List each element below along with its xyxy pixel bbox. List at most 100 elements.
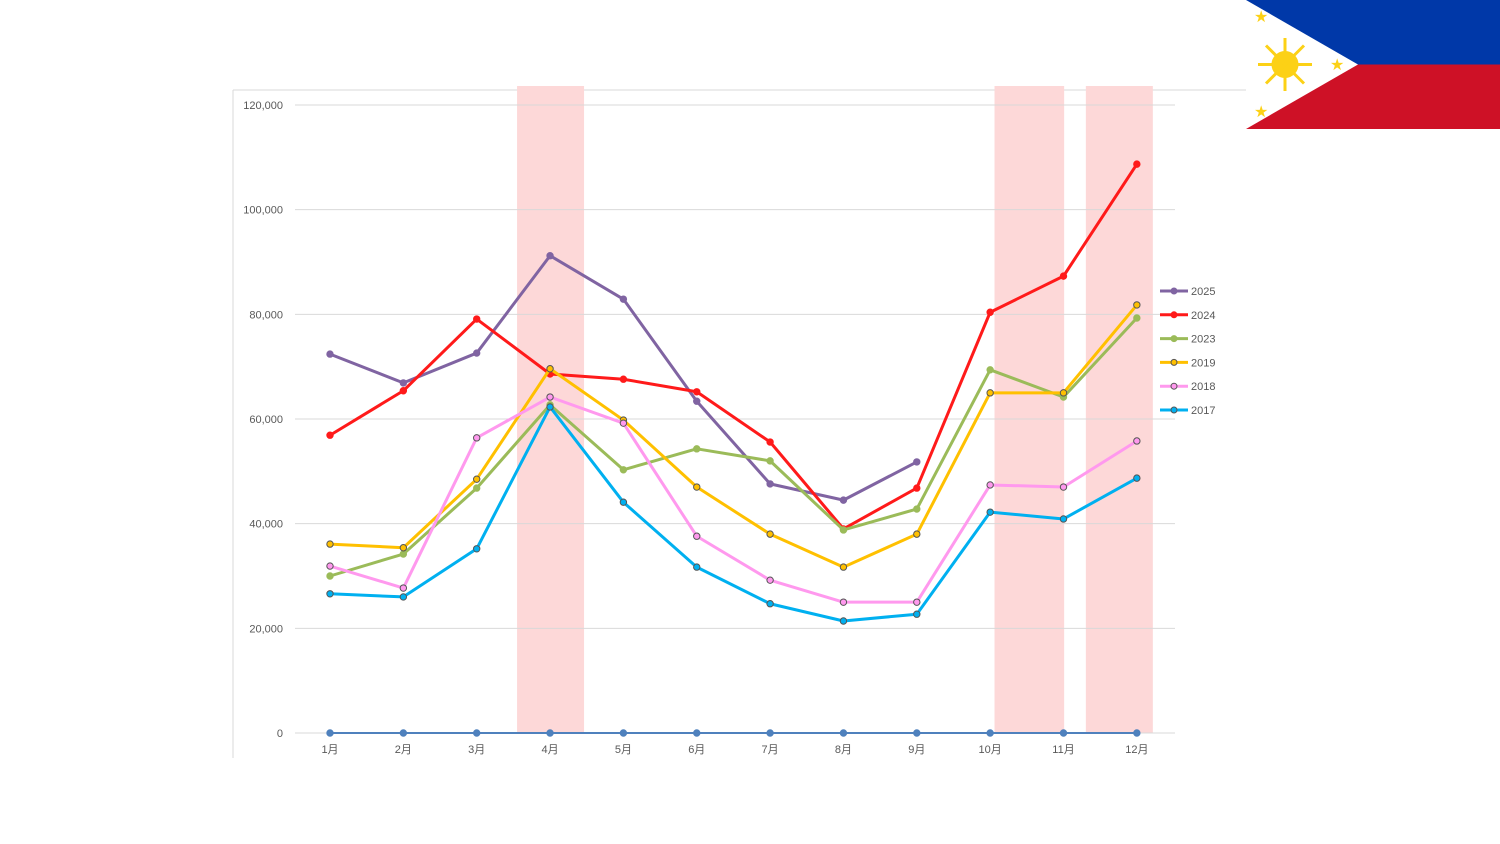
philippines-flag-icon: ★ ★ ★: [1246, 0, 1500, 129]
data-point-2019: [399, 544, 408, 552]
legend-marker-2024: [1170, 311, 1178, 319]
data-point-2024: [399, 387, 408, 395]
x-tick-label: 9月: [908, 744, 925, 756]
data-point-2019: [693, 483, 701, 491]
data-point-2017: [1059, 515, 1068, 523]
data-point-baseline: [473, 729, 481, 737]
data-point-baseline: [399, 729, 408, 737]
legend-marker-2019: [1170, 358, 1178, 366]
legend-label-2023: 2023: [1191, 334, 1215, 346]
legend-label-2024: 2024: [1191, 310, 1215, 322]
data-point-2019: [473, 475, 481, 483]
data-point-2018: [326, 562, 334, 570]
data-point-2024: [986, 308, 994, 316]
data-point-2019: [986, 389, 994, 397]
data-point-2017: [619, 498, 628, 506]
data-point-2024: [1059, 272, 1068, 280]
y-tick-label: 40,000: [249, 519, 283, 531]
svg-text:★: ★: [1254, 9, 1268, 26]
x-tick-label: 7月: [762, 744, 779, 756]
x-tick-label: 4月: [541, 744, 558, 756]
x-tick-label: 3月: [468, 744, 485, 756]
data-point-2023: [839, 526, 848, 534]
y-tick-label: 80,000: [249, 309, 283, 321]
x-tick-label: 11月: [1052, 744, 1074, 756]
data-point-2019: [326, 540, 334, 548]
data-point-2018: [766, 576, 774, 584]
data-point-2025: [473, 349, 481, 357]
x-tick-label: 2月: [395, 744, 412, 756]
data-point-2018: [986, 481, 994, 489]
data-point-2018: [546, 393, 554, 401]
data-point-2018: [619, 419, 628, 427]
series-line-2023: [329, 316, 1138, 578]
data-point-2017: [913, 610, 921, 618]
data-point-2018: [1133, 437, 1141, 445]
series-line-2019: [329, 303, 1139, 569]
data-point-2023: [619, 466, 628, 474]
legend-label-2019: 2019: [1191, 357, 1215, 369]
highlight-band-11月: [994, 86, 1062, 733]
x-tick-label: 1月: [321, 744, 338, 756]
x-tick-label: 5月: [615, 744, 632, 756]
series-line-2017: [329, 405, 1138, 623]
data-point-2017: [326, 590, 334, 598]
data-point-2017: [473, 545, 481, 553]
data-point-2017: [399, 593, 408, 601]
data-point-baseline: [693, 729, 701, 737]
data-point-baseline: [1133, 729, 1141, 737]
legend-marker-2023: [1170, 335, 1178, 343]
data-point-2023: [913, 505, 921, 513]
legend-marker-2017: [1170, 406, 1178, 414]
legend-label-2017: 2017: [1191, 405, 1215, 417]
y-tick-label: 20,000: [249, 623, 283, 635]
data-point-2024: [1133, 160, 1141, 168]
legend-marker-2025: [1170, 287, 1178, 295]
data-point-2019: [839, 563, 848, 571]
data-point-2024: [619, 375, 628, 383]
data-point-baseline: [619, 729, 628, 737]
data-point-2017: [839, 617, 848, 625]
legend-marker-2018: [1170, 382, 1178, 390]
legend-label-2025: 2025: [1191, 286, 1215, 298]
data-point-2019: [546, 365, 554, 373]
x-tick-label: 12月: [1125, 744, 1148, 756]
data-point-2024: [473, 315, 481, 323]
data-point-2023: [399, 550, 408, 558]
x-tick-label: 8月: [835, 744, 852, 756]
data-point-baseline: [986, 729, 994, 737]
data-point-2017: [1133, 474, 1141, 482]
x-tick-label: 10月: [979, 744, 1002, 756]
data-point-2025: [399, 379, 408, 387]
data-point-2019: [1133, 301, 1141, 309]
series-line-2024: [329, 163, 1139, 531]
data-point-2018: [399, 584, 408, 592]
data-point-2023: [693, 445, 701, 453]
data-point-2025: [693, 397, 701, 405]
data-point-2018: [693, 532, 701, 540]
data-point-2019: [913, 530, 921, 538]
legend-label-2018: 2018: [1191, 381, 1215, 393]
data-point-2025: [326, 350, 334, 358]
data-point-2017: [766, 600, 774, 608]
data-point-2024: [913, 484, 921, 492]
data-point-2017: [546, 403, 554, 411]
data-point-2023: [326, 572, 334, 580]
y-tick-label: 120,000: [243, 100, 283, 112]
data-point-2017: [986, 508, 994, 516]
data-point-2023: [1133, 314, 1141, 322]
data-point-2018: [1059, 483, 1068, 491]
data-point-2025: [546, 252, 554, 260]
x-tick-label: 6月: [688, 744, 705, 756]
data-point-2018: [913, 598, 921, 606]
data-point-baseline: [326, 729, 334, 737]
data-point-2025: [766, 480, 774, 488]
data-point-2018: [473, 434, 481, 442]
y-tick-label: 60,000: [249, 414, 283, 426]
y-tick-label: 0: [277, 728, 283, 740]
data-point-baseline: [766, 729, 774, 737]
data-point-2019: [1059, 389, 1068, 397]
data-point-baseline: [546, 729, 554, 737]
data-point-baseline: [913, 729, 921, 737]
